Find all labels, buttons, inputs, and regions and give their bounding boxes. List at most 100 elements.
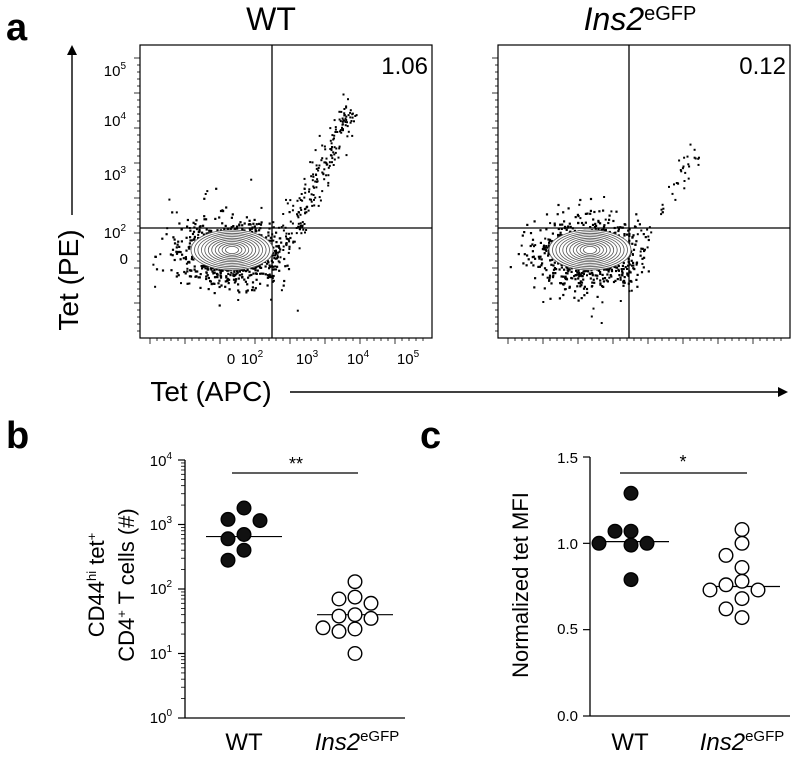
event-dot [315, 167, 318, 170]
contour-ring [190, 229, 274, 271]
event-dot [631, 242, 634, 245]
event-dot [591, 285, 594, 287]
event-dot [573, 296, 576, 299]
event-dot [327, 174, 330, 177]
event-dot [203, 265, 207, 268]
event-dot [583, 294, 586, 297]
event-dot [319, 199, 322, 202]
event-dot [593, 225, 597, 228]
event-dot [566, 269, 569, 272]
event-dot [227, 269, 230, 272]
event-dot [582, 223, 585, 226]
event-dot [635, 278, 638, 281]
event-dot [331, 157, 334, 160]
event-dot [232, 278, 236, 281]
contour-ring [197, 232, 267, 268]
x-tick-1e2: 102 [241, 349, 264, 368]
event-dot [317, 169, 320, 172]
contour-ring [569, 239, 611, 261]
event-dot [616, 278, 619, 281]
event-dot [242, 268, 245, 272]
event-dot [230, 271, 233, 274]
event-dot [255, 265, 258, 268]
event-dot [201, 231, 204, 234]
event-dot [578, 275, 581, 278]
event-dot [213, 276, 217, 279]
event-dot [288, 248, 291, 250]
event-dot [321, 157, 324, 160]
event-dot [548, 276, 551, 279]
event-dot [647, 270, 650, 273]
event-dot [188, 242, 191, 245]
event-dot [661, 203, 664, 206]
event-dot [251, 289, 254, 292]
event-dot [639, 254, 642, 257]
event-dot [644, 236, 647, 239]
event-dot [305, 211, 308, 214]
event-dot [632, 234, 635, 237]
event-dot [173, 258, 176, 262]
event-dot [267, 231, 270, 234]
event-dot [589, 197, 593, 201]
event-dot [540, 264, 543, 267]
event-dot [239, 221, 242, 224]
event-dot [255, 230, 258, 233]
event-dot [549, 222, 552, 225]
event-dot [260, 272, 263, 275]
event-dot [317, 204, 320, 207]
event-dot [623, 279, 626, 282]
event-dot [270, 239, 273, 242]
data-point-open [347, 621, 363, 637]
event-dot [599, 283, 602, 286]
event-dot [550, 240, 553, 243]
event-dot [604, 228, 607, 232]
event-dot [218, 304, 221, 307]
event-dot [628, 232, 631, 236]
event-dot [349, 116, 352, 119]
event-dot [206, 267, 209, 270]
event-dot [313, 186, 316, 189]
event-dot [596, 295, 599, 298]
event-dot [272, 239, 275, 242]
event-dot [175, 211, 178, 214]
data-point-open [734, 591, 750, 607]
event-dot [542, 301, 545, 303]
data-point-open [331, 623, 347, 639]
event-dot [552, 264, 555, 267]
event-dot [272, 246, 275, 249]
data-point-open [718, 547, 734, 563]
event-dot [313, 204, 316, 207]
event-dot [279, 256, 282, 259]
contour-ring [214, 241, 250, 259]
event-dot [272, 279, 275, 282]
event-dot [623, 281, 626, 284]
event-dot [209, 279, 212, 283]
event-dot [557, 227, 560, 231]
event-dot [617, 268, 620, 271]
event-dot [278, 226, 280, 229]
event-dot [245, 216, 248, 219]
event-dot [252, 267, 255, 270]
event-dot [272, 226, 275, 229]
event-dot [557, 203, 560, 207]
event-dot [285, 237, 288, 240]
event-dot [161, 237, 164, 240]
contour-ring [548, 229, 632, 271]
event-dot [333, 146, 336, 149]
event-dot [548, 239, 551, 243]
event-dot [577, 277, 580, 280]
event-dot [250, 267, 253, 270]
event-dot [260, 234, 263, 237]
event-dot [534, 277, 537, 280]
contour-ring [211, 239, 253, 261]
event-dot [590, 315, 593, 318]
event-dot [272, 254, 275, 257]
event-dot [567, 225, 570, 228]
event-dot [342, 128, 344, 131]
event-dot [189, 239, 192, 242]
data-point-open [347, 574, 363, 590]
data-point-open [718, 601, 734, 617]
event-dot [560, 227, 563, 230]
event-dot [235, 225, 239, 228]
event-dot [563, 225, 567, 228]
